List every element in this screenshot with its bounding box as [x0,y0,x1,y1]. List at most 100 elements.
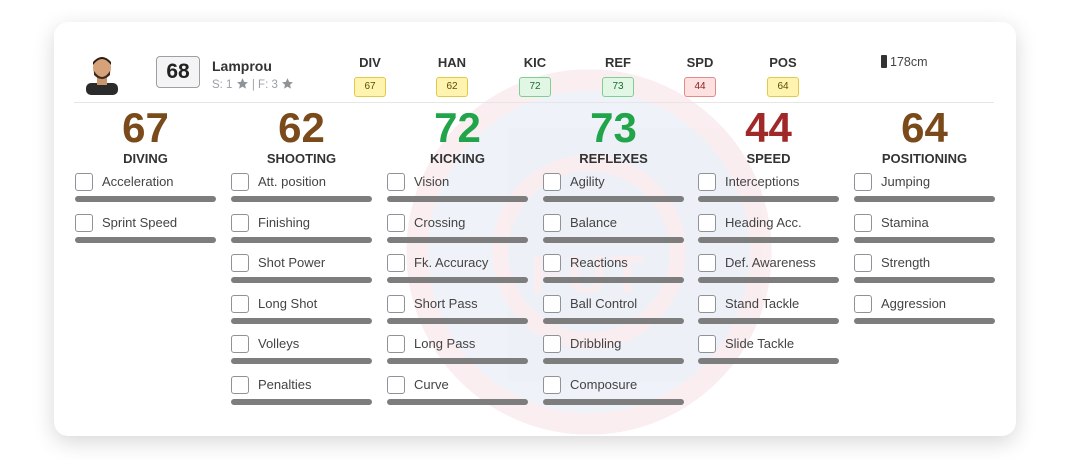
attribute-row: Shot Power [231,254,372,295]
attribute-bar [698,317,839,324]
attribute-checkbox[interactable] [543,254,561,273]
header-stat-label: DIV [359,55,381,70]
attribute-row: Stamina [854,213,995,255]
stat-column-positioning: 64 POSITIONING Jumping Stamina Strength Aggre… [854,106,995,335]
attribute-label: Reactions [570,255,628,271]
attribute-label: Penalties [258,376,312,392]
header-stat-div: DIV 67 [335,55,405,97]
attribute-checkbox[interactable] [387,173,405,191]
header-stat-badge: 67 [354,77,386,97]
attribute-row: Heading Acc. [698,213,839,255]
header-stat-badge: 44 [684,77,716,97]
attribute-bar [387,236,528,243]
attribute-checkbox[interactable] [231,375,249,394]
attribute-checkbox[interactable] [854,173,872,191]
header-stat-pos: POS 64 [748,55,818,97]
attribute-list: Att. position Finishing Shot Power Long Sho… [231,173,372,417]
attribute-bar [698,236,839,243]
attribute-list: Interceptions Heading Acc. Def. Awareness S… [698,173,839,376]
attribute-row: Crossing [387,213,528,255]
attribute-label: Att. position [258,174,326,189]
attribute-row: Dribbling [543,335,684,376]
attribute-bar [854,317,995,324]
attribute-bar [387,358,528,365]
stat-name: SPEED [746,151,791,166]
attribute-label: Crossing [414,214,466,230]
attribute-checkbox[interactable] [387,254,405,273]
attribute-label: Composure [570,376,638,392]
header-stat-label: KIC [523,55,547,70]
attribute-label: Slide Tackle [725,336,795,352]
header-stat-label: REF [605,55,631,70]
skill-moves-text: S: 1 [212,79,233,91]
attribute-bar [698,277,839,284]
attribute-row: Att. position [231,173,372,214]
attribute-checkbox[interactable] [698,254,716,273]
attribute-bar [75,236,216,243]
attribute-checkbox[interactable] [231,335,249,354]
attribute-checkbox[interactable] [387,294,405,313]
attribute-label: Agility [570,174,605,189]
attribute-checkbox[interactable] [543,294,561,313]
attribute-bar [543,317,684,324]
weak-foot-text: | F: 3 [251,79,278,91]
attribute-row: Fk. Accuracy [387,254,528,295]
attribute-checkbox[interactable] [75,173,93,191]
attribute-checkbox[interactable] [698,294,716,313]
star-icon [236,78,248,89]
attribute-label: Fk. Accuracy [414,255,489,271]
attribute-checkbox[interactable] [698,173,716,191]
attribute-checkbox[interactable] [854,213,872,232]
height-text: 178cm [890,55,928,69]
attribute-checkbox[interactable] [231,213,249,232]
attribute-label: Long Pass [414,336,476,352]
attribute-row: Composure [543,375,684,417]
attribute-checkbox[interactable] [543,375,561,394]
attribute-bar [698,196,839,202]
player-height: 178cm [881,55,928,69]
attribute-checkbox[interactable] [231,173,249,191]
attribute-label: Stand Tackle [725,295,800,311]
stat-name: SHOOTING [266,151,337,166]
attribute-row: Vision [387,173,528,214]
attribute-checkbox[interactable] [854,254,872,273]
attribute-checkbox[interactable] [543,335,561,354]
header-stat-kic: KIC 72 [500,55,570,97]
attribute-bar [543,196,684,202]
attribute-checkbox[interactable] [387,375,405,394]
attribute-checkbox[interactable] [543,213,561,232]
stat-name: POSITIONING [881,151,968,166]
attribute-row: Sprint Speed [75,213,216,255]
attribute-label: Jumping [881,174,931,189]
player-header: 68 Lamprou S: 1 | F: 3 DIV 67 HAN 62 KIC 72 RE… [74,22,994,103]
attribute-row: Long Shot [231,294,372,336]
attribute-checkbox[interactable] [854,294,872,313]
stat-value: 44 [745,104,792,151]
attribute-checkbox[interactable] [387,213,405,232]
attribute-checkbox[interactable] [231,254,249,273]
attribute-list: Agility Balance Reactions Ball Control Dribb… [543,173,684,417]
attribute-checkbox[interactable] [75,213,93,232]
attribute-checkbox[interactable] [387,335,405,354]
attribute-checkbox[interactable] [698,335,716,354]
skill-weakfoot-info: S: 1 | F: 3 [212,77,294,91]
header-stat-badge: 73 [602,77,634,97]
attribute-row: Short Pass [387,294,528,336]
header-stat-spd: SPD 44 [665,55,735,97]
attribute-bar [543,358,684,365]
attribute-row: Ball Control [543,294,684,336]
attribute-checkbox[interactable] [698,213,716,232]
attribute-label: Aggression [881,295,947,311]
header-stat-ref: REF 73 [583,55,653,97]
attribute-label: Strength [881,255,931,271]
attribute-label: Shot Power [258,255,326,271]
attribute-checkbox[interactable] [231,294,249,313]
attribute-row: Long Pass [387,335,528,376]
attribute-label: Volleys [258,336,300,352]
attribute-label: Def. Awareness [725,255,816,271]
attribute-bar [387,277,528,284]
attribute-bar [231,317,372,324]
attribute-checkbox[interactable] [543,173,561,191]
attribute-bar [387,196,528,202]
attribute-label: Heading Acc. [725,214,802,230]
